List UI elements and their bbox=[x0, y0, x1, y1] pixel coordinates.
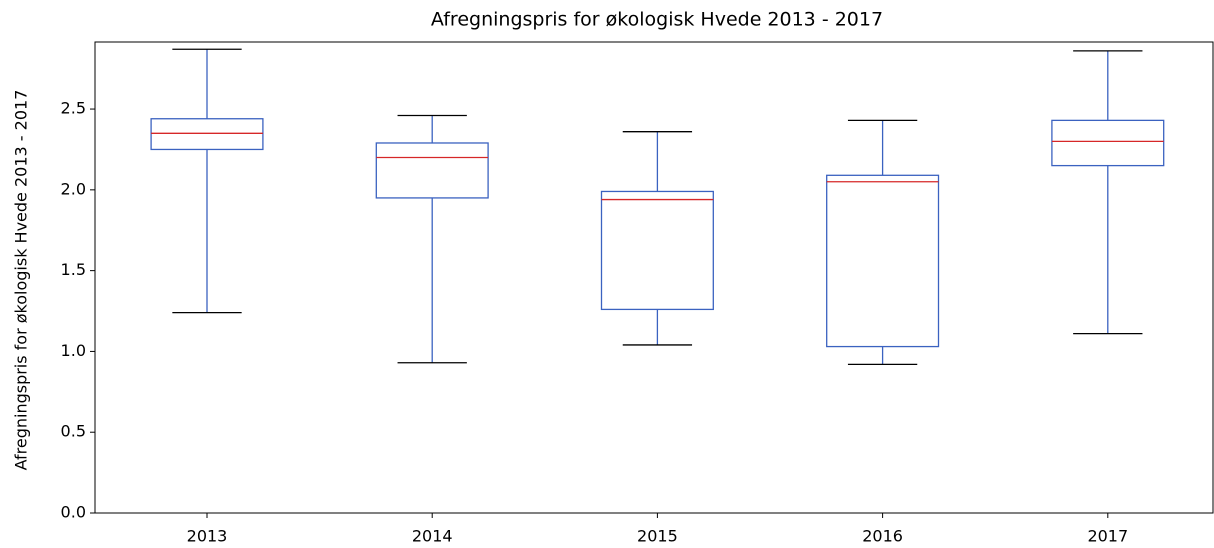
plot-frame bbox=[94, 41, 1214, 514]
y-tick-label: 2.5 bbox=[61, 99, 86, 118]
y-tick-label: 0.0 bbox=[61, 503, 86, 522]
y-axis-label: Afregningspris for økologisk Hvede 2013 … bbox=[12, 90, 31, 471]
box bbox=[1051, 119, 1165, 167]
y-tick-label: 0.5 bbox=[61, 422, 86, 441]
x-tick-label: 2014 bbox=[412, 527, 453, 546]
box bbox=[375, 142, 489, 199]
box bbox=[826, 174, 940, 348]
y-tick-label: 2.0 bbox=[61, 179, 86, 198]
box bbox=[150, 118, 264, 151]
chart-title: Afregningspris for økologisk Hvede 2013 … bbox=[431, 9, 883, 31]
x-tick-label: 2017 bbox=[1087, 527, 1128, 546]
y-tick-label: 1.0 bbox=[61, 341, 86, 360]
x-tick-label: 2015 bbox=[637, 527, 678, 546]
box bbox=[600, 190, 714, 311]
y-tick-label: 1.5 bbox=[61, 260, 86, 279]
x-tick-label: 2016 bbox=[862, 527, 903, 546]
x-tick-label: 2013 bbox=[187, 527, 228, 546]
